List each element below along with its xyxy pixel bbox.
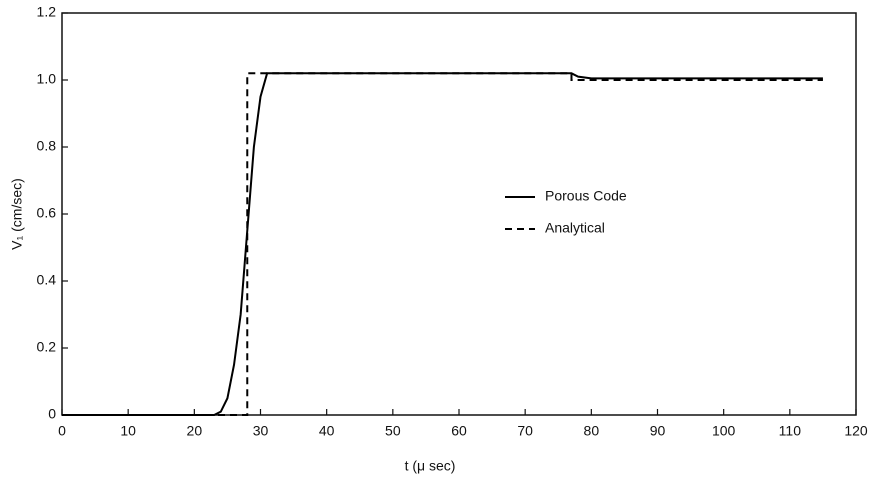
legend-label: Analytical bbox=[545, 220, 605, 236]
y-tick-label: 0.4 bbox=[37, 272, 57, 288]
y-tick-label: 0 bbox=[48, 406, 56, 422]
x-tick-label: 120 bbox=[844, 423, 868, 439]
x-axis-label: t (μ sec) bbox=[405, 458, 456, 474]
x-tick-label: 30 bbox=[253, 423, 269, 439]
y-tick-label: 1.2 bbox=[37, 4, 57, 20]
x-tick-label: 10 bbox=[120, 423, 136, 439]
x-tick-label: 100 bbox=[712, 423, 736, 439]
x-tick-label: 90 bbox=[650, 423, 666, 439]
x-tick-label: 50 bbox=[385, 423, 401, 439]
series-line bbox=[62, 72, 823, 416]
y-axis-label: V₁ (cm/sec) bbox=[9, 178, 25, 250]
y-tick-label: 0.2 bbox=[37, 339, 57, 355]
x-tick-label: 0 bbox=[58, 423, 66, 439]
y-tick-label: 1.0 bbox=[37, 71, 57, 87]
x-tick-label: 60 bbox=[451, 423, 467, 439]
series-line bbox=[62, 72, 823, 416]
legend-label: Porous Code bbox=[545, 188, 627, 204]
x-tick-label: 20 bbox=[187, 423, 203, 439]
x-tick-label: 70 bbox=[517, 423, 533, 439]
y-tick-label: 0.6 bbox=[37, 205, 57, 221]
x-tick-label: 40 bbox=[319, 423, 335, 439]
x-tick-label: 110 bbox=[779, 423, 802, 439]
x-tick-label: 80 bbox=[584, 423, 600, 439]
y-tick-label: 0.8 bbox=[37, 138, 57, 154]
